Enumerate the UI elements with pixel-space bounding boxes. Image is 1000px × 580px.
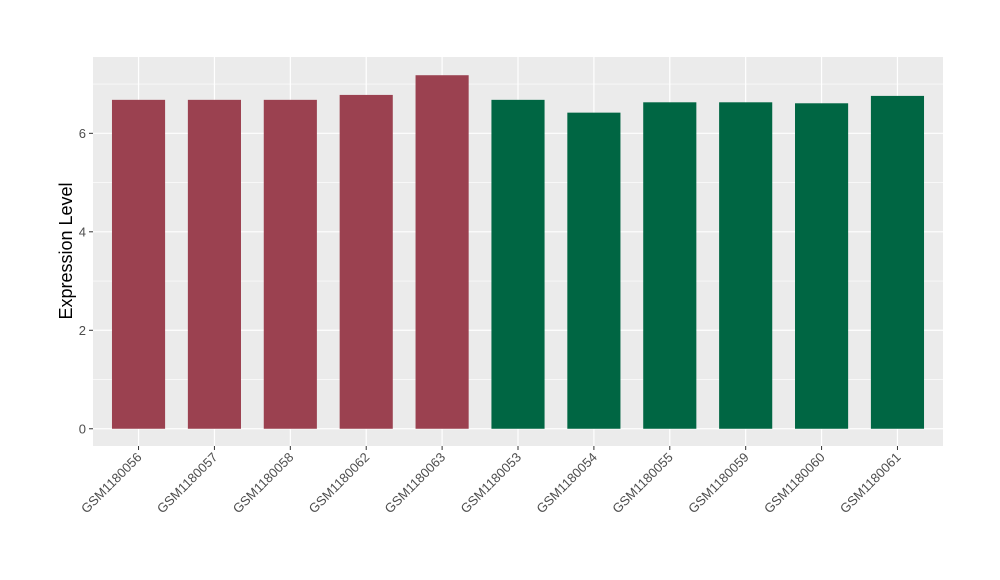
x-tick-label: GSM1180063 (382, 450, 449, 517)
x-tick-label: GSM1180060 (761, 450, 828, 517)
x-tick-label: GSM1180057 (154, 450, 221, 517)
x-tick-label: GSM1180054 (533, 450, 600, 517)
x-tick-label: GSM1180053 (457, 450, 524, 517)
x-tick-label: GSM1180055 (609, 450, 676, 517)
x-tick-label: GSM1180062 (306, 450, 373, 517)
y-axis-title: Expression Level (56, 182, 76, 319)
bar (643, 102, 697, 429)
x-tick-label: GSM1180059 (685, 450, 752, 517)
bars (111, 75, 925, 429)
y-tick-label: 0 (79, 421, 86, 436)
bar (111, 99, 166, 429)
bar (567, 112, 621, 429)
y-tick-label: 6 (79, 126, 86, 141)
x-axis: GSM1180056 GSM1180057 GSM1180058 GSM1180062… (78, 446, 904, 516)
bar (719, 102, 773, 429)
bar (415, 75, 469, 429)
bar (187, 99, 241, 429)
x-tick-label: GSM1180056 (78, 450, 145, 517)
y-tick-label: 2 (79, 323, 86, 338)
x-tick-label: GSM1180058 (230, 450, 297, 517)
y-axis: 0 2 4 6 (79, 126, 93, 436)
bar (339, 94, 393, 429)
bar (870, 95, 925, 429)
x-tick-label: GSM1180061 (837, 450, 904, 517)
bar (263, 99, 317, 429)
bar (795, 103, 849, 429)
bar (491, 99, 545, 429)
y-tick-label: 4 (79, 224, 86, 239)
